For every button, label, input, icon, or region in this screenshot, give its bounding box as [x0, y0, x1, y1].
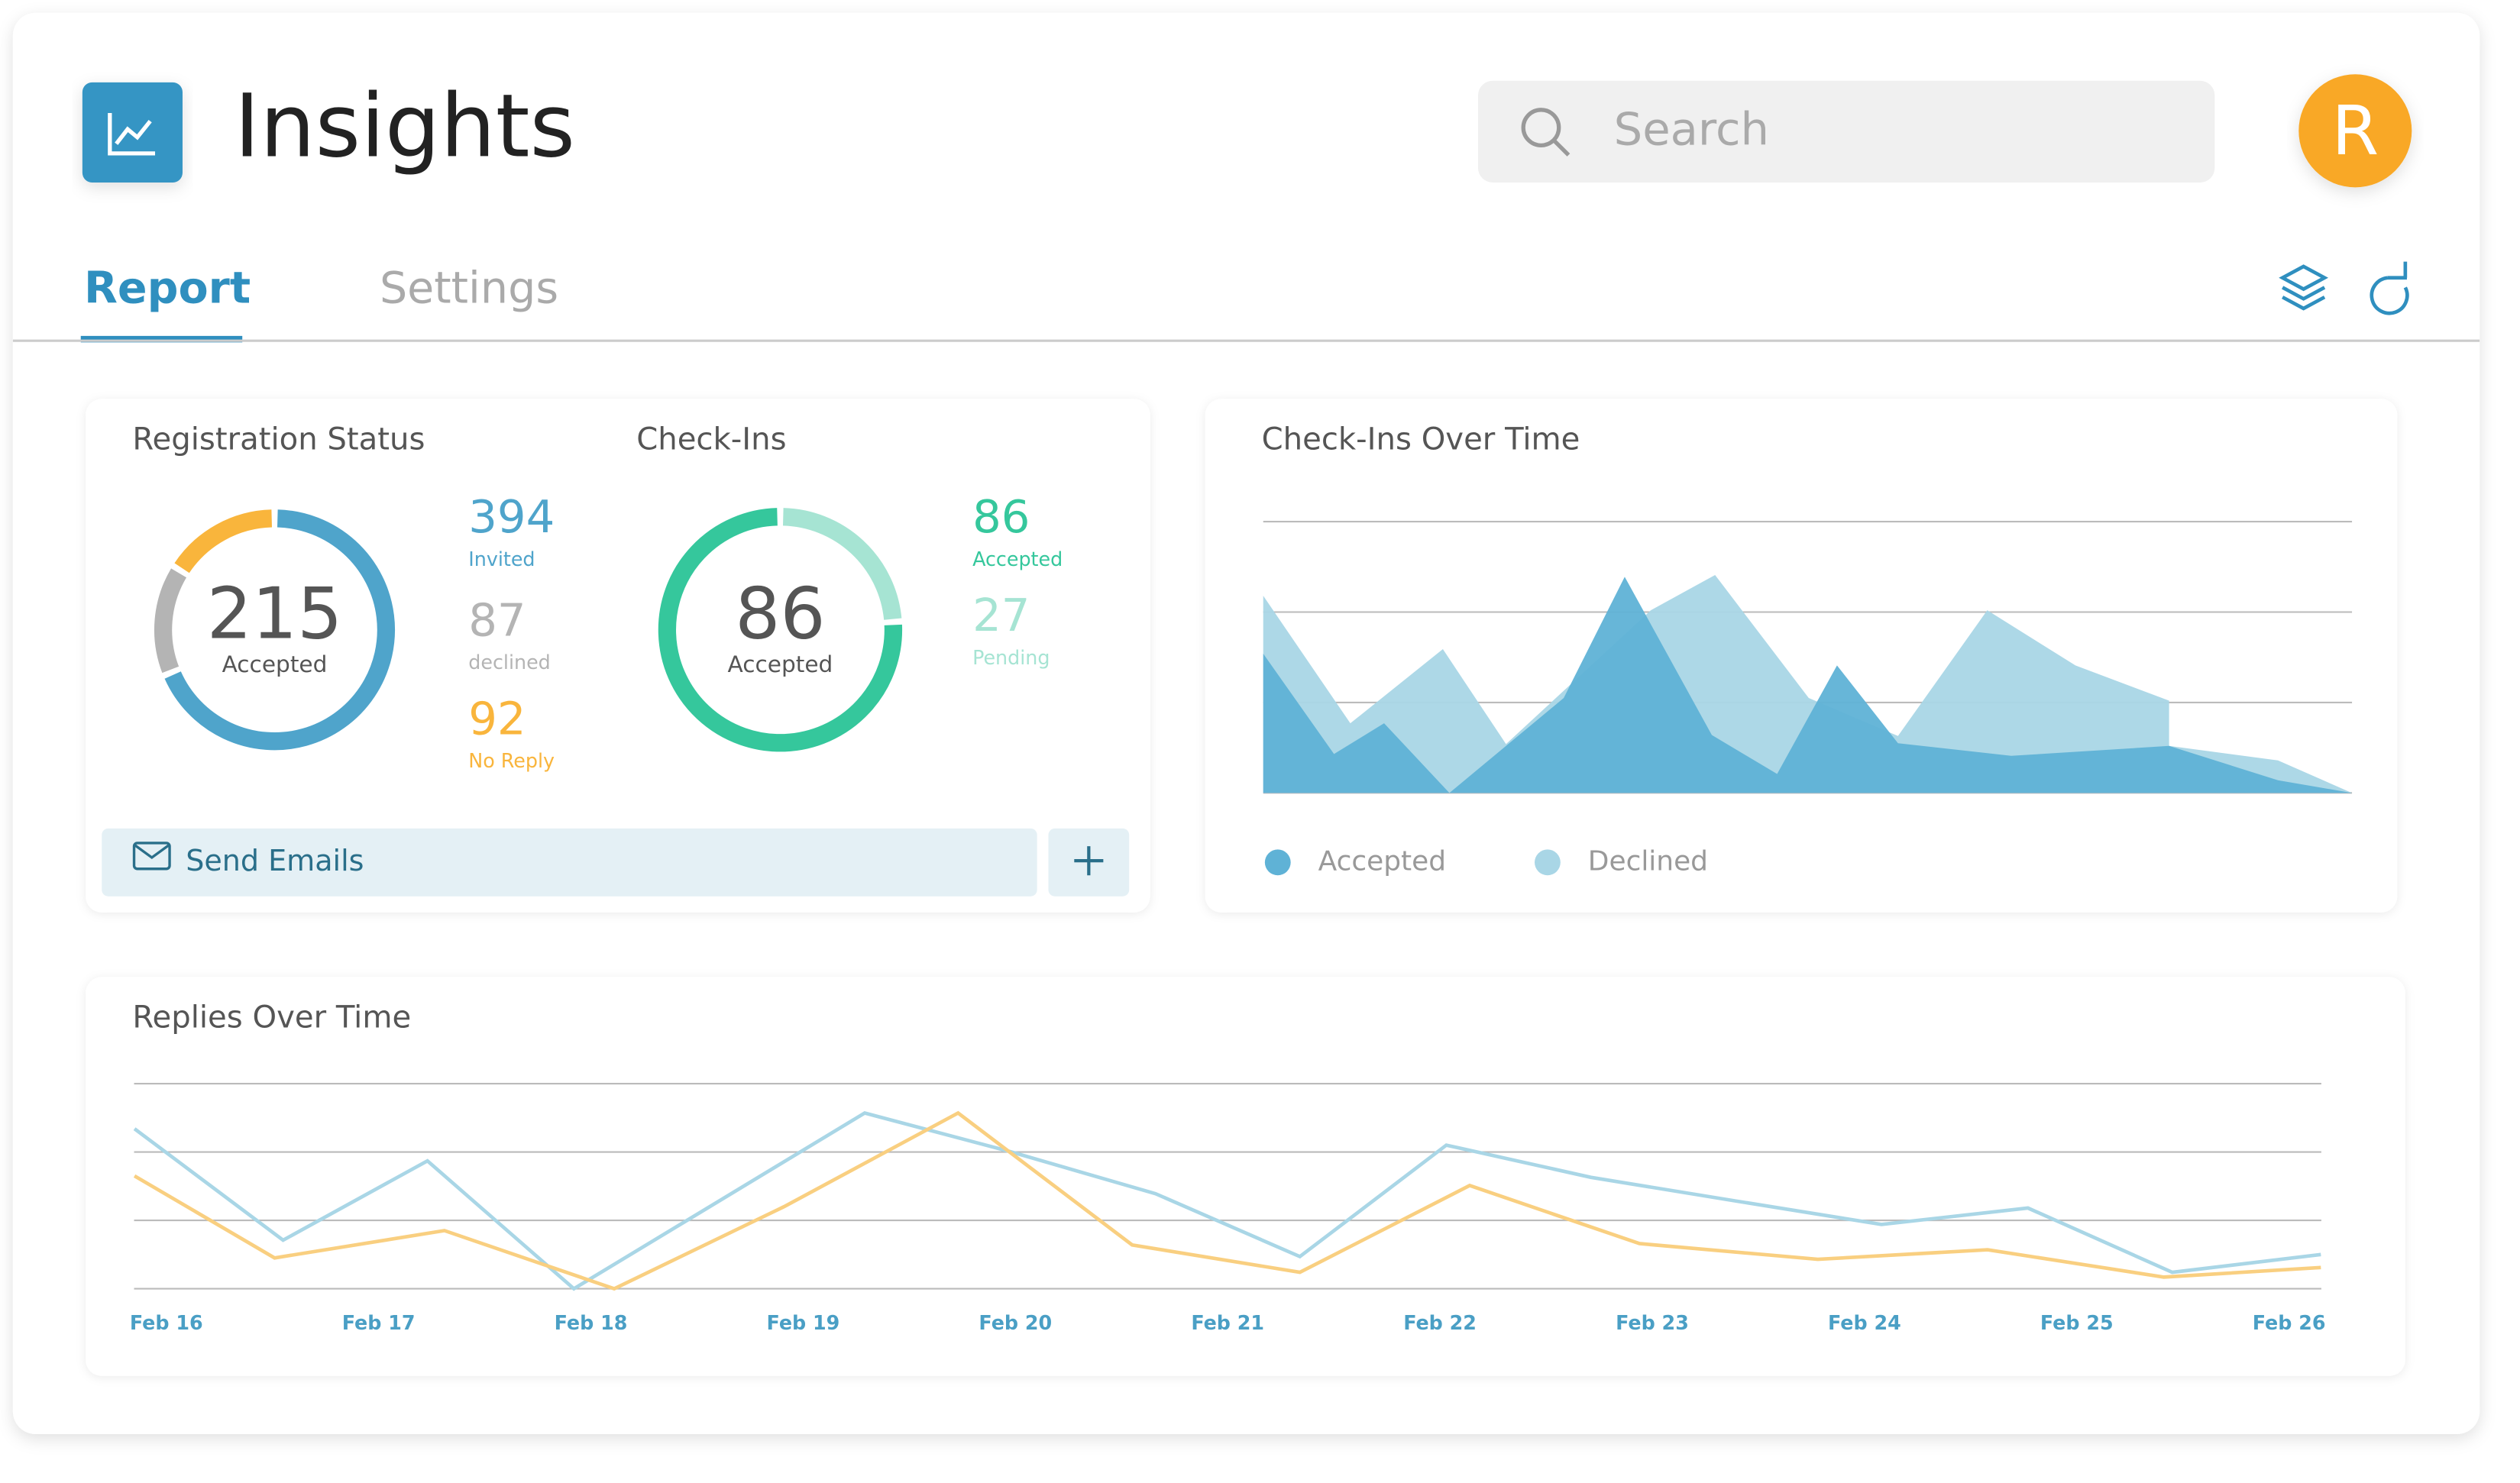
legend-label: Accepted	[972, 548, 1063, 570]
page-title: Insights	[235, 76, 575, 177]
x-tick-label: Feb 22	[1403, 1311, 1477, 1334]
plus-icon	[1074, 846, 1104, 876]
x-tick-label: Feb 21	[1191, 1311, 1264, 1334]
x-tick-label: Feb 19	[767, 1311, 840, 1334]
donut-segment	[154, 568, 187, 674]
card-title: Check-Ins Over Time	[1262, 422, 1580, 457]
layers-icon[interactable]	[2279, 264, 2329, 311]
legend-label: No Reply	[468, 749, 555, 772]
card-title: Check-Ins	[636, 422, 786, 457]
x-tick-label: Feb 17	[342, 1311, 416, 1334]
legend-label: Declined	[1588, 845, 1708, 877]
send-emails-label: Send Emails	[186, 844, 364, 877]
legend-label: declined	[468, 651, 551, 674]
donut-segment	[164, 509, 395, 751]
donut-center-label: Accepted	[727, 651, 833, 677]
search-icon	[1552, 139, 1571, 157]
avatar-initial: R	[2331, 92, 2379, 170]
legend-value: 87	[468, 593, 526, 646]
legend-value: 394	[468, 490, 555, 543]
area-card	[1205, 399, 2398, 913]
tab-underline	[80, 335, 243, 343]
line-card	[86, 977, 2405, 1376]
legend-value: 86	[972, 490, 1030, 543]
legend-label: Accepted	[1318, 845, 1446, 877]
x-tick-label: Feb 23	[1616, 1311, 1689, 1334]
legend-swatch	[1264, 849, 1291, 876]
tab[interactable]: Settings	[380, 263, 558, 313]
legend-label: Pending	[972, 646, 1050, 669]
donut-segment	[658, 508, 903, 752]
send-emails-button[interactable]	[102, 828, 1037, 897]
search-box[interactable]	[1477, 80, 2215, 183]
legend-value: 27	[972, 589, 1030, 641]
card-title: Registration Status	[132, 422, 425, 457]
x-tick-label: Feb 24	[1828, 1311, 1901, 1334]
avatar[interactable]	[2298, 74, 2412, 188]
mail-icon	[132, 842, 171, 871]
status-card	[86, 399, 1150, 913]
line	[133, 1111, 2321, 1291]
card-title: Replies Over Time	[132, 1000, 411, 1035]
search-icon	[1521, 108, 1561, 147]
donut-center-label: Accepted	[222, 651, 328, 677]
refresh-icon[interactable]	[2370, 261, 2409, 315]
x-tick-label: Feb 25	[2040, 1311, 2114, 1334]
area	[1263, 577, 2353, 793]
donut-center-value: 215	[207, 572, 343, 654]
donut-segment	[782, 508, 902, 620]
tab-active[interactable]: Report	[84, 263, 251, 313]
line	[133, 1110, 2321, 1291]
x-tick-label: Feb 18	[555, 1311, 628, 1334]
search-placeholder: Search	[1614, 103, 1769, 156]
x-tick-label: Feb 26	[2253, 1311, 2326, 1334]
donut-center-value: 86	[735, 572, 825, 654]
legend-swatch	[1535, 849, 1561, 876]
app-icon-glyph	[108, 113, 156, 156]
legend-value: 92	[468, 692, 526, 745]
legend-label: Invited	[468, 548, 535, 570]
x-tick-label: Feb 20	[979, 1311, 1052, 1334]
donut-segment	[174, 509, 273, 573]
mail-icon	[133, 843, 171, 860]
x-tick-label: Feb 16	[130, 1311, 203, 1334]
